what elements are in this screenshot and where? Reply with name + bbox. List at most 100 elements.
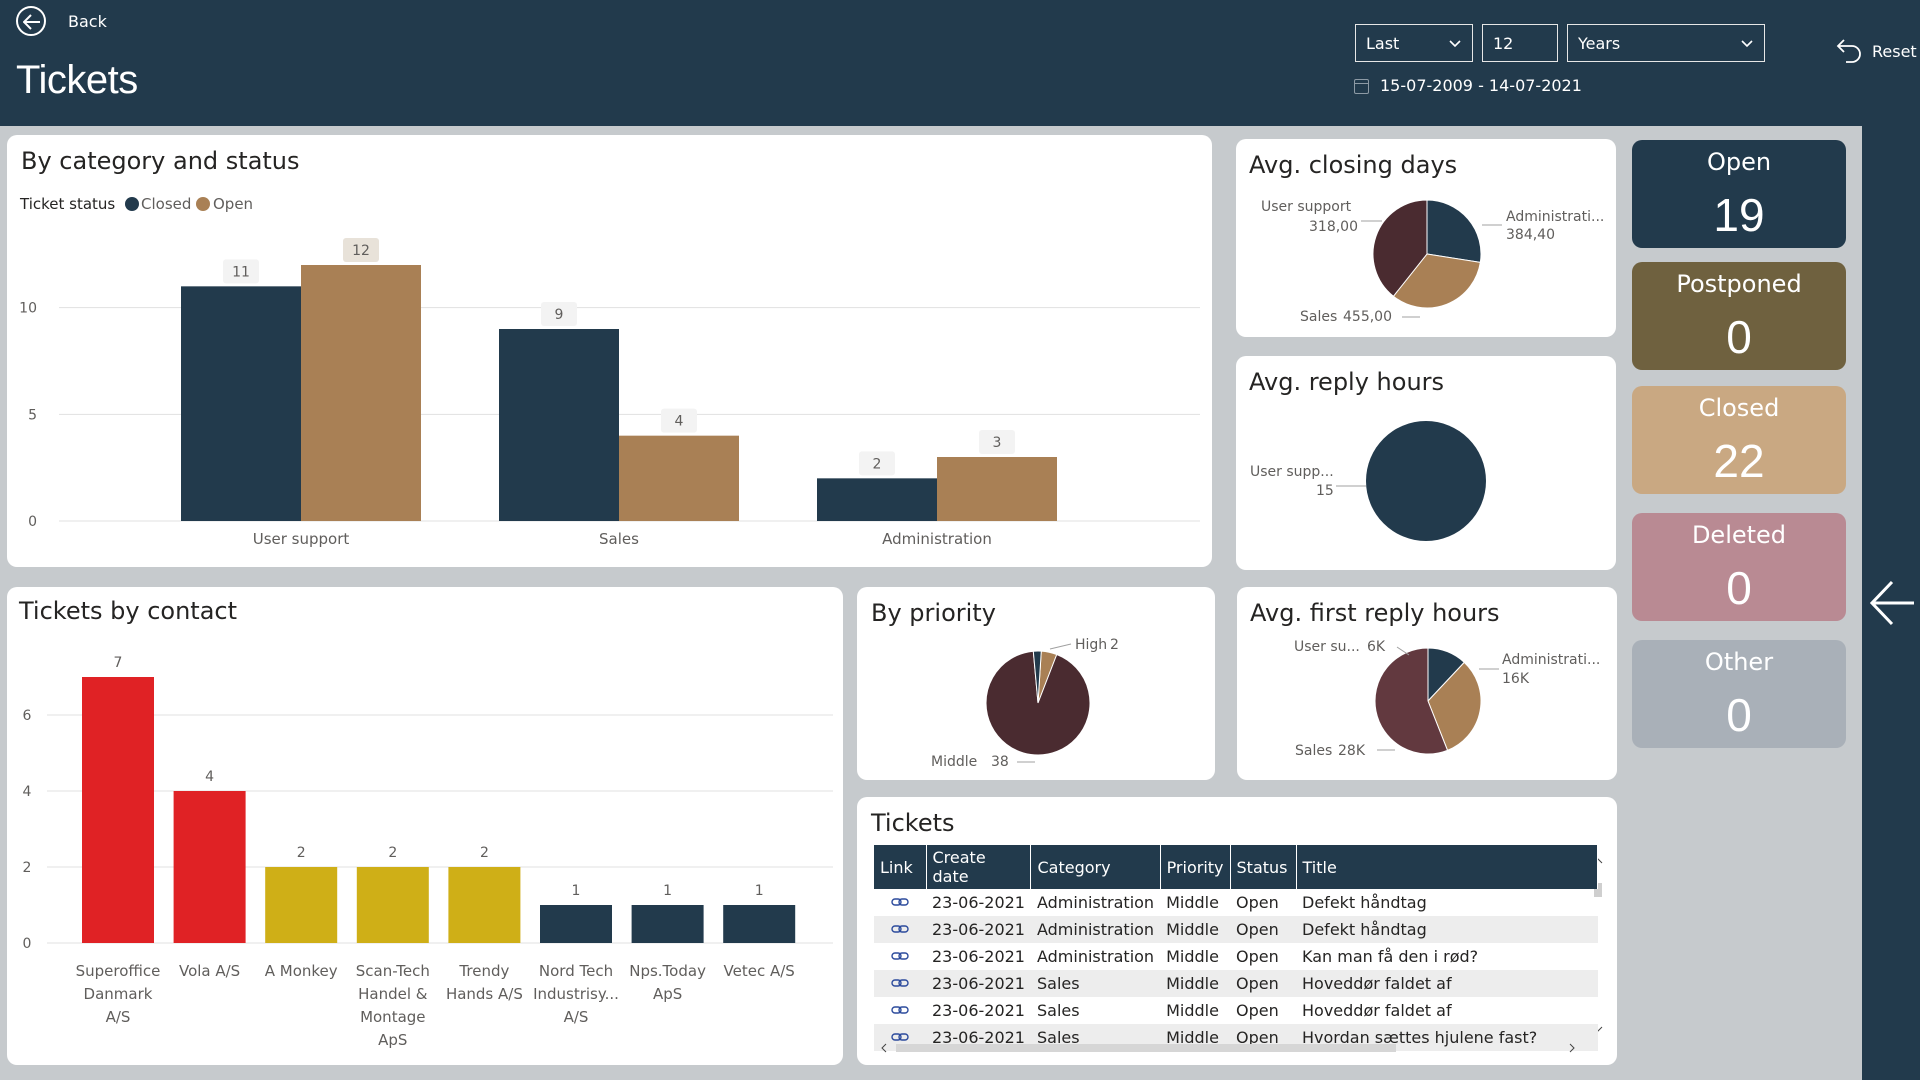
pie-slice[interactable] bbox=[1372, 199, 1428, 297]
link-icon[interactable] bbox=[874, 970, 926, 997]
pie-slice[interactable] bbox=[1427, 661, 1482, 751]
back-icon[interactable] bbox=[16, 6, 46, 36]
by-priority-card: By priority High 2 Middle 38 bbox=[857, 587, 1215, 780]
pie-label-user-support: User support bbox=[1261, 199, 1352, 215]
pie-label-user-support: User su... bbox=[1294, 639, 1360, 655]
table-row[interactable]: 23-06-2021 Administration Middle Open Defekt… bbox=[874, 916, 1598, 943]
bar-closed[interactable] bbox=[181, 286, 301, 521]
cell-category: Sales bbox=[1030, 970, 1161, 997]
legend-title: Ticket status bbox=[19, 195, 115, 213]
table-row[interactable]: 23-06-2021 Sales Middle Open Hoveddør faldet… bbox=[874, 970, 1598, 997]
cell-title: Hoveddør faldet af bbox=[1302, 1001, 1452, 1020]
pie-slice[interactable] bbox=[1366, 421, 1486, 541]
column-header-create-date[interactable]: Create date bbox=[926, 845, 1032, 889]
table-row[interactable]: 23-06-2021 Sales Middle Open Hoveddør faldet… bbox=[874, 997, 1598, 1024]
period-count-value: 12 bbox=[1493, 34, 1514, 53]
pie-slice[interactable] bbox=[1426, 199, 1482, 263]
pie-value-sales: 28K bbox=[1338, 743, 1366, 759]
status-tile-other[interactable]: Other 0 bbox=[1632, 640, 1846, 748]
data-label: 11 bbox=[232, 264, 250, 280]
bar-contact[interactable] bbox=[265, 867, 338, 943]
pie-label-middle: Middle bbox=[931, 754, 977, 770]
bar-closed[interactable] bbox=[817, 478, 937, 521]
data-label: 2 bbox=[480, 845, 489, 861]
pie-slice[interactable] bbox=[1032, 650, 1042, 704]
table-row[interactable]: 23-06-2021 Administration Middle Open Defekt… bbox=[874, 889, 1598, 916]
x-tick-label: User support bbox=[253, 530, 350, 548]
data-label: 7 bbox=[114, 655, 123, 671]
status-tile-open[interactable]: Open 19 bbox=[1632, 140, 1846, 248]
data-label: 12 bbox=[352, 243, 370, 259]
reset-button[interactable]: Reset bbox=[1872, 42, 1917, 61]
avg-reply-hours-card: Avg. reply hours User supp... 15 bbox=[1236, 356, 1616, 570]
pie-value-administration: 16K bbox=[1502, 671, 1530, 687]
bar-contact[interactable] bbox=[723, 905, 796, 943]
data-label-bg bbox=[661, 408, 697, 433]
bar-open[interactable] bbox=[619, 435, 739, 521]
status-tile-deleted[interactable]: Deleted 0 bbox=[1632, 513, 1846, 621]
avg-first-reply-hours-card: Avg. first reply hours User su... 6K Adm… bbox=[1237, 587, 1617, 780]
arrow-left-icon[interactable] bbox=[1870, 578, 1914, 628]
link-icon[interactable] bbox=[874, 889, 926, 916]
legend-open-label[interactable]: Open bbox=[213, 195, 253, 213]
cell-status: Open bbox=[1230, 916, 1297, 943]
cell-priority: Middle bbox=[1166, 947, 1219, 966]
data-label-bg bbox=[343, 238, 379, 262]
by-contact-chart: 0 2 4 6 7 Superoffice Danmark A/S 4 Vola A/S 2 A Mo… bbox=[23, 655, 833, 1049]
status-tile-closed[interactable]: Closed 22 bbox=[1632, 386, 1846, 494]
period-mode-select[interactable]: Last bbox=[1355, 24, 1473, 62]
legend-closed-label[interactable]: Closed bbox=[141, 195, 191, 213]
link-icon[interactable] bbox=[874, 997, 926, 1024]
chevron-down-icon bbox=[1449, 40, 1461, 48]
avg-first-reply-hours-title: Avg. first reply hours bbox=[1250, 599, 1500, 627]
status-tile-value: 22 bbox=[1713, 435, 1765, 487]
pie-label-high: High bbox=[1075, 637, 1107, 653]
table-row[interactable]: 23-06-2021 Administration Middle Open Kan ma… bbox=[874, 943, 1598, 970]
bar-contact[interactable] bbox=[448, 867, 521, 943]
back-button[interactable]: Back bbox=[68, 12, 107, 31]
data-label: 1 bbox=[572, 883, 581, 899]
bar-contact[interactable] bbox=[173, 791, 246, 943]
status-tile-postponed[interactable]: Postponed 0 bbox=[1632, 262, 1846, 370]
column-header-link[interactable]: Link bbox=[874, 845, 927, 889]
x-tick-label: Scan-Tech Handel & Montage ApS bbox=[356, 962, 430, 1049]
cell-create-date: 23-06-2021 bbox=[932, 1001, 1025, 1020]
x-tick-label: Nps.Today ApS bbox=[629, 962, 706, 1003]
avg-reply-hours-chart: User supp... 15 bbox=[1250, 421, 1486, 541]
cell-category: Administration bbox=[1036, 893, 1155, 912]
column-header-priority[interactable]: Priority bbox=[1160, 845, 1231, 889]
pie-label-administration: Administrati... bbox=[1506, 209, 1604, 225]
x-tick-label: A Monkey bbox=[265, 962, 338, 980]
data-label: 4 bbox=[675, 414, 684, 430]
horizontal-scrollbar[interactable] bbox=[874, 1040, 1598, 1054]
tickets-table: Link Create date Category Priority Statu… bbox=[874, 845, 1599, 1051]
avg-reply-hours-title: Avg. reply hours bbox=[1249, 368, 1445, 396]
period-unit-select[interactable]: Years bbox=[1567, 24, 1765, 62]
period-count-input[interactable]: 12 bbox=[1482, 24, 1558, 62]
pie-value-administration: 384,40 bbox=[1506, 227, 1555, 243]
link-icon[interactable] bbox=[874, 916, 926, 943]
bar-contact[interactable] bbox=[356, 867, 429, 943]
y-tick-label: 5 bbox=[28, 407, 37, 423]
column-header-title[interactable]: Title bbox=[1296, 845, 1599, 889]
x-tick-label: Sales bbox=[599, 530, 639, 548]
data-label-bg bbox=[979, 430, 1015, 454]
data-label: 1 bbox=[663, 883, 672, 899]
bar-contact[interactable] bbox=[82, 677, 154, 943]
link-icon[interactable] bbox=[874, 943, 926, 970]
cell-title: Defekt håndtag bbox=[1302, 893, 1427, 912]
bar-contact[interactable] bbox=[540, 905, 612, 943]
column-header-status[interactable]: Status bbox=[1230, 845, 1297, 889]
cell-priority: Middle bbox=[1166, 1001, 1219, 1020]
pie-slice[interactable] bbox=[985, 650, 1091, 756]
pie-slice[interactable] bbox=[1392, 253, 1481, 309]
legend-open-marker bbox=[196, 197, 210, 211]
column-header-category[interactable]: Category bbox=[1030, 845, 1161, 889]
bar-closed[interactable] bbox=[499, 329, 619, 521]
bar-open[interactable] bbox=[937, 457, 1057, 521]
bar-open[interactable] bbox=[301, 265, 421, 521]
by-category-card: By category and status Ticket status Clo… bbox=[7, 135, 1212, 567]
bar-contact[interactable] bbox=[631, 905, 704, 943]
filter-panel-toggle[interactable] bbox=[1862, 126, 1920, 1080]
reset-icon[interactable] bbox=[1834, 34, 1866, 66]
